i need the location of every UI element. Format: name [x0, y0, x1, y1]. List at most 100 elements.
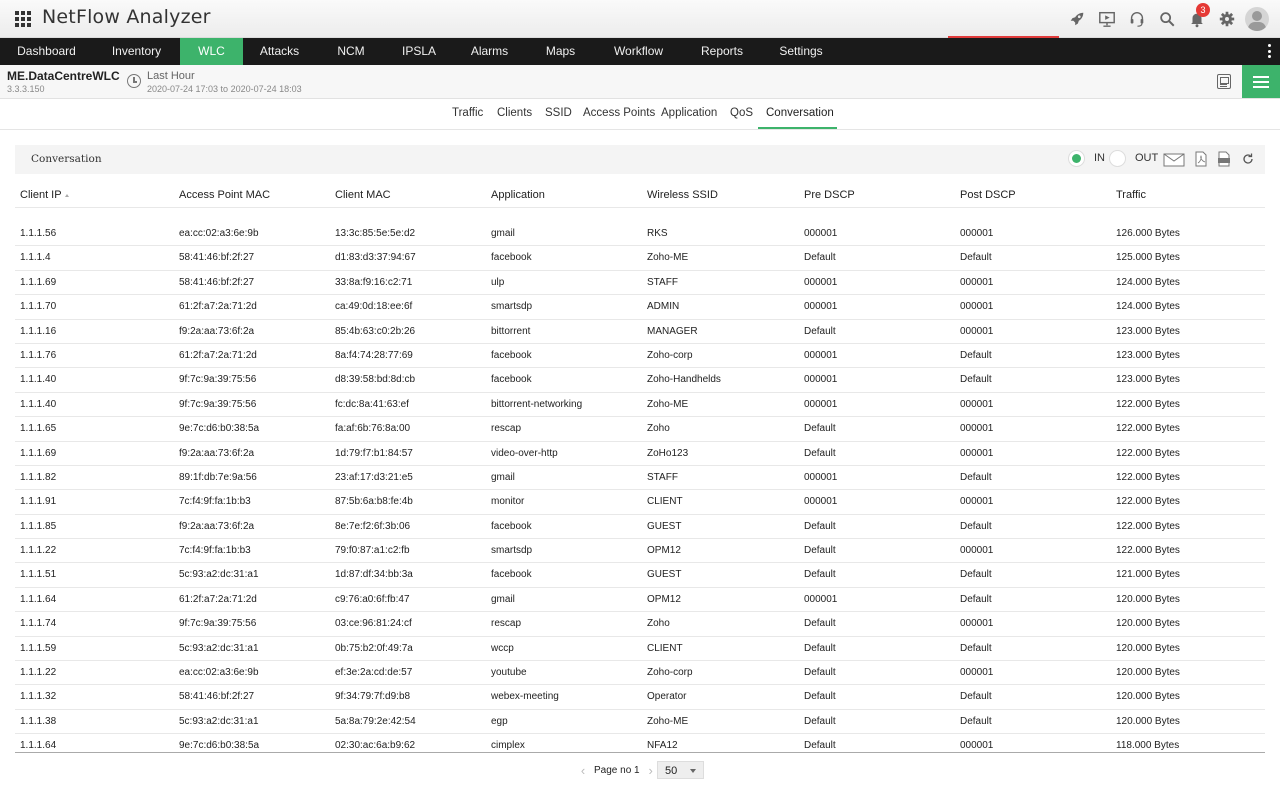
table-row[interactable]: 1.1.1.69 f9:2a:aa:73:6f:2a 1d:79:f7:b1:84:…	[15, 442, 1265, 466]
nav-item-reports[interactable]: Reports	[700, 44, 744, 58]
table-row[interactable]: 1.1.1.74 9f:7c:9a:39:75:56 03:ce:96:81:24:…	[15, 612, 1265, 637]
column-header-post-dscp[interactable]: Post DSCP	[960, 189, 1016, 201]
table-row[interactable]: 1.1.1.91 7c:f4:9f:fa:1b:b3 87:5b:6a:b8:fe:…	[15, 490, 1265, 515]
avatar	[1245, 7, 1269, 31]
page-size-select[interactable]: 50	[657, 761, 704, 779]
nav-item-inventory[interactable]: Inventory	[111, 44, 162, 58]
tab-traffic[interactable]: Traffic	[452, 107, 484, 119]
table-row[interactable]: 1.1.1.64 9e:7c:d6:b0:38:5a 02:30:ac:6a:b9:…	[15, 734, 1265, 752]
rocket-icon[interactable]	[1062, 5, 1092, 33]
cell-application: smartsdp	[491, 545, 533, 557]
tab-qos[interactable]: QoS	[730, 107, 754, 119]
column-header-client-ip[interactable]: Client IP	[20, 189, 69, 201]
nav-item-maps[interactable]: Maps	[545, 44, 576, 58]
clock-icon[interactable]	[127, 74, 141, 88]
nav-item-wlc[interactable]: WLC	[180, 38, 243, 65]
column-header-pre-dscp[interactable]: Pre DSCP	[804, 189, 855, 201]
tab-ssid[interactable]: SSID	[545, 107, 572, 119]
nav-item-attacks[interactable]: Attacks	[259, 44, 300, 58]
table-row[interactable]: 1.1.1.51 5c:93:a2:dc:31:a1 1d:87:df:34:bb:…	[15, 563, 1265, 588]
user-avatar[interactable]	[1242, 5, 1272, 33]
cell-pre-dscp: Default	[804, 423, 836, 435]
sort-icon[interactable]	[64, 194, 69, 197]
nav-item-ncm[interactable]: NCM	[337, 44, 365, 58]
tab-access-points[interactable]: Access Points	[583, 107, 656, 119]
table-row[interactable]: 1.1.1.65 9e:7c:d6:b0:38:5a fa:af:6b:76:8a:…	[15, 417, 1265, 442]
tab-clients[interactable]: Clients	[497, 107, 533, 119]
hamburger-menu-button[interactable]	[1242, 65, 1280, 98]
csv-icon[interactable]	[1216, 151, 1232, 167]
pdf-icon[interactable]	[1193, 151, 1209, 167]
cell-post-dscp: Default	[960, 349, 992, 361]
report-icon[interactable]	[1217, 74, 1231, 89]
cell-client-ip: 1.1.1.40	[20, 398, 57, 410]
app-grid-icon[interactable]	[15, 11, 31, 27]
page-label: Page no 1	[594, 764, 640, 776]
presentation-icon[interactable]	[1092, 5, 1122, 33]
table-row[interactable]: 1.1.1.76 61:2f:a7:2a:71:2d 8a:f4:74:28:77:…	[15, 344, 1265, 369]
table-row[interactable]: 1.1.1.22 ea:cc:02:a3:6e:9b ef:3e:2a:cd:de:…	[15, 661, 1265, 686]
cell-pre-dscp: Default	[804, 667, 836, 679]
tab-application[interactable]: Application	[661, 107, 718, 119]
nav-item-ipsla[interactable]: IPSLA	[401, 44, 437, 58]
cell-ssid: OPM12	[647, 545, 681, 557]
column-header-traffic[interactable]: Traffic	[1116, 189, 1146, 201]
cell-ap-mac: 5c:93:a2:dc:31:a1	[179, 569, 259, 581]
headset-icon[interactable]	[1122, 5, 1152, 33]
refresh-icon[interactable]	[1240, 151, 1256, 167]
column-header-application[interactable]: Application	[491, 189, 545, 201]
cell-application: facebook	[491, 520, 532, 532]
table-row[interactable]: 1.1.1.40 9f:7c:9a:39:75:56 fc:dc:8a:41:63:…	[15, 393, 1265, 418]
cell-client-ip: 1.1.1.82	[20, 471, 57, 483]
email-icon[interactable]	[1163, 151, 1185, 167]
column-header-access-point-mac[interactable]: Access Point MAC	[179, 189, 270, 201]
table-row[interactable]: 1.1.1.40 9f:7c:9a:39:75:56 d8:39:58:bd:8d:…	[15, 368, 1265, 393]
pagination: ‹ Page no 1 › 50	[578, 761, 704, 779]
cell-ap-mac: f9:2a:aa:73:6f:2a	[179, 325, 255, 337]
gear-icon[interactable]	[1212, 5, 1242, 33]
cell-traffic: 123.000 Bytes	[1116, 374, 1180, 386]
cell-ssid: GUEST	[647, 520, 682, 532]
cell-client-ip: 1.1.1.56	[20, 228, 57, 239]
table-row[interactable]: 1.1.1.38 5c:93:a2:dc:31:a1 5a:8a:79:2e:42:…	[15, 710, 1265, 735]
cell-pre-dscp: 000001	[804, 228, 838, 239]
cell-client-mac: 5a:8a:79:2e:42:54	[335, 715, 416, 727]
table-row[interactable]: 1.1.1.56 ea:cc:02:a3:6e:9b 13:3c:85:5e:5e:…	[15, 222, 1265, 247]
column-header-client-mac[interactable]: Client MAC	[335, 189, 391, 201]
time-period[interactable]: Last Hour	[147, 70, 195, 82]
nav-item-settings[interactable]: Settings	[779, 44, 823, 58]
cell-ssid: NFA12	[647, 740, 678, 752]
table-row[interactable]: 1.1.1.70 61:2f:a7:2a:71:2d ca:49:0d:18:ee:…	[15, 295, 1265, 320]
more-menu-icon[interactable]	[1268, 44, 1272, 58]
cell-traffic: 120.000 Bytes	[1116, 642, 1180, 654]
cell-ssid: OPM12	[647, 593, 681, 605]
nav-item-workflow[interactable]: Workflow	[613, 44, 664, 58]
out-radio[interactable]	[1109, 150, 1126, 167]
table-row[interactable]: 1.1.1.85 f9:2a:aa:73:6f:2a 8e:7e:f2:6f:3b:…	[15, 515, 1265, 540]
in-radio[interactable]	[1068, 150, 1085, 167]
cell-client-mac: 8e:7e:f2:6f:3b:06	[335, 520, 411, 532]
cell-post-dscp: 000001	[960, 667, 994, 679]
table-row[interactable]: 1.1.1.69 58:41:46:bf:2f:27 33:8a:f9:16:c2:…	[15, 271, 1265, 296]
table-row[interactable]: 1.1.1.32 58:41:46:bf:2f:27 9f:34:79:7f:d9:…	[15, 685, 1265, 710]
cell-application: egp	[491, 715, 508, 727]
search-icon[interactable]	[1152, 5, 1182, 33]
prev-page-icon[interactable]: ‹	[580, 762, 586, 778]
table-row[interactable]: 1.1.1.16 f9:2a:aa:73:6f:2a 85:4b:63:c0:2b:…	[15, 320, 1265, 344]
nav-item-dashboard[interactable]: Dashboard	[17, 44, 76, 58]
table-row[interactable]: 1.1.1.59 5c:93:a2:dc:31:a1 0b:75:b2:0f:49:…	[15, 637, 1265, 662]
nav-item-alarms[interactable]: Alarms	[470, 44, 509, 58]
cell-application: facebook	[491, 569, 532, 581]
column-header-wireless-ssid[interactable]: Wireless SSID	[647, 189, 718, 201]
notification-bell-icon[interactable]: 3	[1182, 3, 1212, 33]
cell-post-dscp: Default	[960, 569, 992, 581]
table-row[interactable]: 1.1.1.82 89:1f:db:7e:9a:56 23:af:17:d3:21:…	[15, 466, 1265, 491]
cell-ap-mac: 5c:93:a2:dc:31:a1	[179, 642, 259, 654]
table-row[interactable]: 1.1.1.64 61:2f:a7:2a:71:2d c9:76:a0:6f:fb:…	[15, 588, 1265, 613]
table-row[interactable]: 1.1.1.4 58:41:46:bf:2f:27 d1:83:d3:37:94:6…	[15, 246, 1265, 271]
tab-conversation[interactable]: Conversation	[766, 107, 834, 119]
in-label: IN	[1094, 152, 1105, 164]
table-header: Client IP Access Point MAC Client MAC Appli…	[15, 182, 1265, 208]
next-page-icon[interactable]: ›	[648, 762, 653, 778]
table-row[interactable]: 1.1.1.22 7c:f4:9f:fa:1b:b3 79:f0:87:a1:c2:…	[15, 539, 1265, 564]
